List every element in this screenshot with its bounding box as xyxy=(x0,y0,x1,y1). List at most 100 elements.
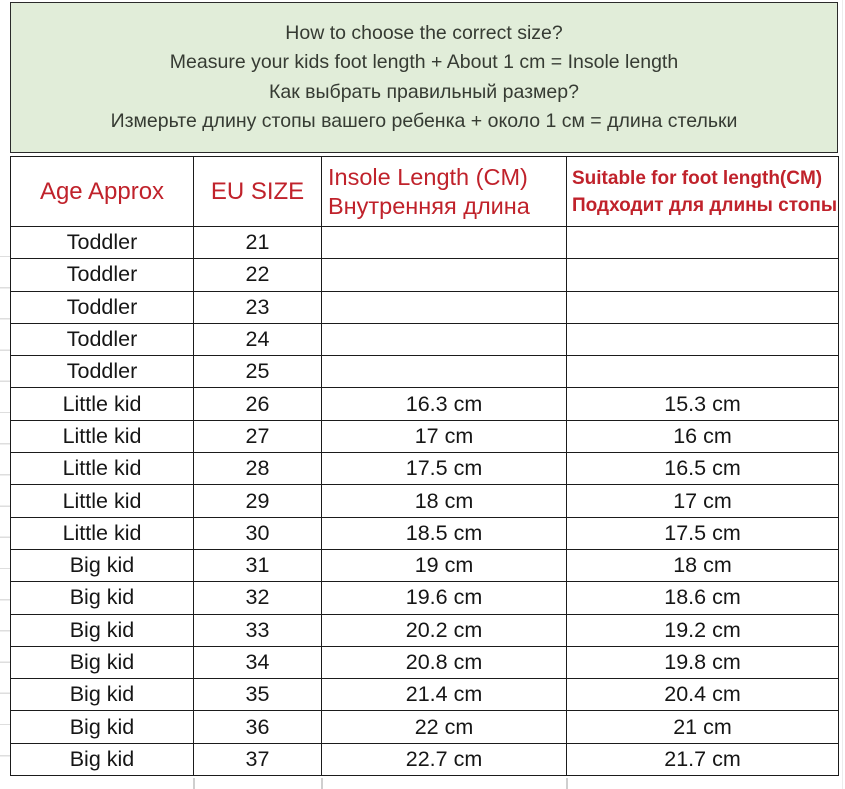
guide-line-en-formula: Measure your kids foot length + About 1 … xyxy=(169,51,679,73)
age-cell: Big kid xyxy=(10,710,194,744)
cutoff-row-gridline xyxy=(566,778,568,789)
foot-length-cell: 17.5 cm xyxy=(566,516,839,550)
size-chart-table: Age Approx EU SIZE Insole Length (CM) Вн… xyxy=(10,156,839,777)
margin-gridline-right xyxy=(842,0,843,789)
cutoff-row-gridline xyxy=(193,778,195,789)
col-header-insole-length: Insole Length (CM) Внутренняя длина xyxy=(321,156,567,227)
header-row: Age Approx EU SIZE Insole Length (CM) Вн… xyxy=(10,156,839,227)
guide-line-ru-title: Как выбрать правильный размер? xyxy=(269,80,579,103)
age-cell: Toddler xyxy=(10,225,194,260)
col-header-insole-en: Insole Length (CM) xyxy=(328,163,528,190)
table-row: Toddler 22 xyxy=(10,258,839,292)
foot-length-cell xyxy=(566,290,839,324)
foot-length-cell xyxy=(566,355,839,389)
col-header-age: Age Approx xyxy=(10,156,194,227)
eu-size-cell: 26 xyxy=(193,387,322,421)
table-row: Big kid 35 21.4 cm 20.4 cm xyxy=(10,678,839,712)
table-row: Big kid 32 19.6 cm 18.6 cm xyxy=(10,581,839,615)
table-row: Little kid 26 16.3 cm 15.3 cm xyxy=(10,387,839,421)
eu-size-cell: 22 xyxy=(193,258,322,292)
foot-length-cell xyxy=(566,258,839,292)
table-row: Little kid 27 17 cm 16 cm xyxy=(10,419,839,454)
age-cell: Toddler xyxy=(10,258,194,292)
insole-length-cell: 19.6 cm xyxy=(321,581,567,615)
insole-length-cell xyxy=(321,322,567,357)
table-row: Big kid 33 20.2 cm 19.2 cm xyxy=(10,613,839,647)
foot-length-cell: 19.2 cm xyxy=(566,613,839,647)
foot-length-cell: 18 cm xyxy=(566,548,839,583)
age-cell: Toddler xyxy=(10,355,194,389)
foot-length-cell: 20.4 cm xyxy=(566,678,839,712)
size-rows: Toddler 21 Toddler 22 Toddler 23 Toddler… xyxy=(10,225,839,777)
cutoff-row-gridline xyxy=(321,778,323,789)
foot-length-cell: 16 cm xyxy=(566,419,839,454)
insole-length-cell xyxy=(321,290,567,324)
col-header-foot-ru: Подходит для длины стопы xyxy=(572,194,838,216)
table-row: Toddler 25 xyxy=(10,355,839,389)
col-header-foot-en: Suitable for foot length(CM) xyxy=(572,167,823,189)
insole-length-cell: 17 cm xyxy=(321,419,567,454)
insole-length-cell xyxy=(321,258,567,292)
eu-size-cell: 37 xyxy=(193,742,322,777)
insole-length-cell: 19 cm xyxy=(321,548,567,583)
age-cell: Big kid xyxy=(10,613,194,647)
foot-length-cell xyxy=(566,322,839,357)
col-header-foot-length: Suitable for foot length(CM) Подходит дл… xyxy=(566,156,839,227)
eu-size-cell: 24 xyxy=(193,322,322,357)
age-cell: Little kid xyxy=(10,452,194,486)
eu-size-cell: 31 xyxy=(193,548,322,583)
eu-size-cell: 23 xyxy=(193,290,322,324)
insole-length-cell: 20.2 cm xyxy=(321,613,567,647)
insole-length-cell: 22 cm xyxy=(321,710,567,744)
size-guide-panel: How to choose the correct size? Measure … xyxy=(10,2,838,153)
margin-gridlines-left xyxy=(0,226,10,786)
guide-line-en-title: How to choose the correct size? xyxy=(285,21,563,44)
table-row: Toddler 23 xyxy=(10,290,839,324)
age-cell: Toddler xyxy=(10,322,194,357)
table-row: Big kid 36 22 cm 21 cm xyxy=(10,710,839,744)
insole-length-cell: 17.5 cm xyxy=(321,452,567,486)
age-cell: Big kid xyxy=(10,742,194,777)
age-cell: Big kid xyxy=(10,581,194,615)
age-cell: Little kid xyxy=(10,516,194,550)
col-header-insole-ru: Внутренняя длина xyxy=(328,192,530,219)
foot-length-cell: 17 cm xyxy=(566,484,839,518)
eu-size-cell: 32 xyxy=(193,581,322,615)
size-chart-header: Age Approx EU SIZE Insole Length (CM) Вн… xyxy=(10,156,839,227)
insole-length-cell: 22.7 cm xyxy=(321,742,567,777)
foot-length-cell: 15.3 cm xyxy=(566,387,839,421)
eu-size-cell: 36 xyxy=(193,710,322,744)
table-row: Toddler 24 xyxy=(10,322,839,357)
eu-size-cell: 25 xyxy=(193,355,322,389)
table-row: Big kid 37 22.7 cm 21.7 cm xyxy=(10,742,839,777)
eu-size-cell: 27 xyxy=(193,419,322,454)
eu-size-cell: 30 xyxy=(193,516,322,550)
age-cell: Big kid xyxy=(10,548,194,583)
insole-length-cell: 16.3 cm xyxy=(321,387,567,421)
table-row: Big kid 31 19 cm 18 cm xyxy=(10,548,839,583)
foot-length-cell: 21 cm xyxy=(566,710,839,744)
guide-line-ru-formula: Измерьте длину стопы вашего ребенка + ок… xyxy=(110,110,738,132)
insole-length-cell xyxy=(321,355,567,389)
age-cell: Big kid xyxy=(10,678,194,712)
foot-length-cell: 19.8 cm xyxy=(566,645,839,680)
age-cell: Little kid xyxy=(10,484,194,518)
insole-length-cell: 20.8 cm xyxy=(321,645,567,680)
insole-length-cell: 21.4 cm xyxy=(321,678,567,712)
foot-length-cell: 18.6 cm xyxy=(566,581,839,615)
insole-length-cell: 18 cm xyxy=(321,484,567,518)
table-row: Little kid 28 17.5 cm 16.5 cm xyxy=(10,452,839,486)
table-row: Little kid 29 18 cm 17 cm xyxy=(10,484,839,518)
age-cell: Little kid xyxy=(10,387,194,421)
eu-size-cell: 21 xyxy=(193,225,322,260)
eu-size-cell: 28 xyxy=(193,452,322,486)
table-row: Little kid 30 18.5 cm 17.5 cm xyxy=(10,516,839,550)
insole-length-cell xyxy=(321,225,567,260)
eu-size-cell: 34 xyxy=(193,645,322,680)
eu-size-cell: 33 xyxy=(193,613,322,647)
col-header-eu-size: EU SIZE xyxy=(193,156,322,227)
age-cell: Little kid xyxy=(10,419,194,454)
eu-size-cell: 35 xyxy=(193,678,322,712)
insole-length-cell: 18.5 cm xyxy=(321,516,567,550)
age-cell: Toddler xyxy=(10,290,194,324)
